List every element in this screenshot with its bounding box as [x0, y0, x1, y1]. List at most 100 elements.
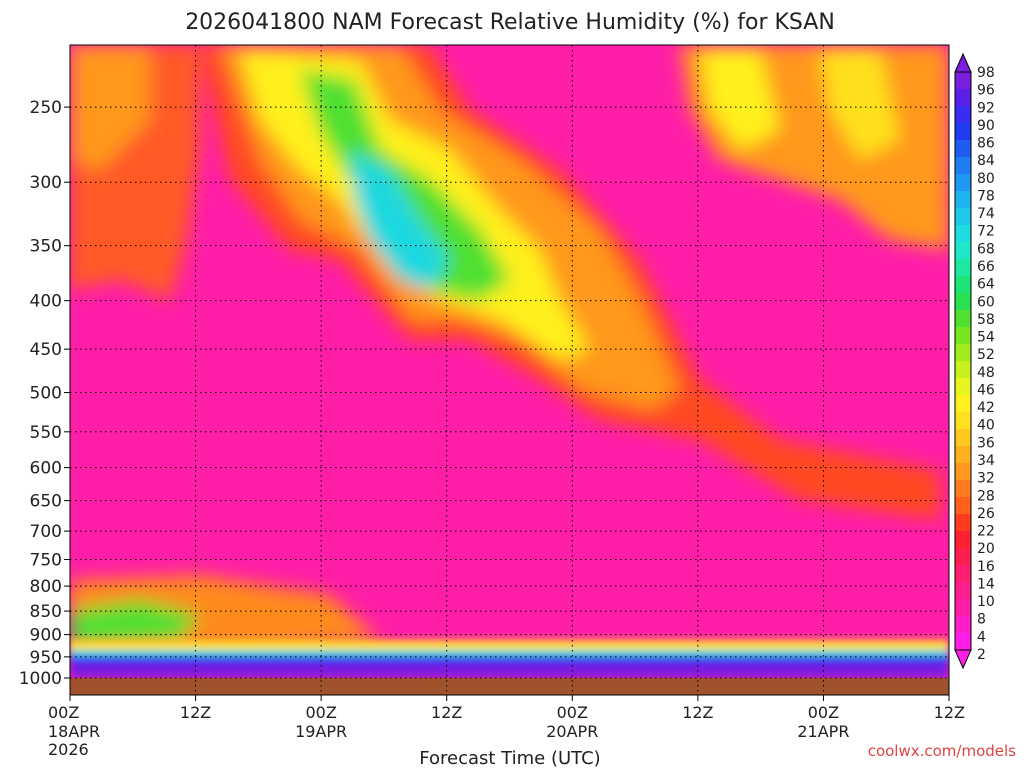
colorbar-swatch [955, 293, 971, 311]
colorbar-label: 36 [977, 435, 995, 451]
colorbar-label: 54 [977, 330, 995, 346]
y-tick-label: 950 [30, 648, 62, 668]
low-layer-green [70, 600, 200, 645]
colorbar-label: 40 [977, 418, 995, 434]
chart-title: 2026041800 NAM Forecast Relative Humidit… [185, 10, 835, 35]
colorbar-swatch [955, 225, 971, 243]
colorbar-label: 46 [977, 382, 995, 398]
colorbar-label: 86 [977, 136, 995, 152]
colorbar-label: 80 [977, 171, 995, 187]
colorbar-swatch [955, 463, 971, 481]
colorbar-swatch [955, 599, 971, 617]
colorbar-label: 34 [977, 453, 995, 469]
colorbar-label: 26 [977, 506, 995, 522]
colorbar-swatch [955, 446, 971, 464]
x-tick-hour: 00Z [305, 703, 336, 722]
x-tick-date: 20APR [546, 722, 598, 741]
y-tick-label: 850 [30, 602, 62, 622]
x-tick-hour: 12Z [431, 703, 462, 722]
dry-tongue-cyan [350, 150, 450, 290]
colorbar-bottom-arrow [954, 649, 972, 670]
surface-band-purple [70, 664, 949, 678]
colorbar-swatch [955, 123, 971, 141]
colorbar-swatch [955, 72, 971, 90]
x-tick-year: 2026 [48, 740, 89, 759]
colorbar-label: 20 [977, 541, 995, 557]
y-axis-ticks: 250 300 350 400 450 500 550 600 650 700 750 800 850 9… [19, 98, 70, 689]
colorbar-swatch [955, 208, 971, 226]
x-tick-hour: 12Z [934, 703, 965, 722]
x-tick-date: 19APR [295, 722, 347, 741]
colorbar-label: 72 [977, 224, 995, 240]
colorbar-label: 68 [977, 241, 995, 257]
colorbar-swatch [955, 259, 971, 277]
colorbar-swatch [955, 191, 971, 209]
colorbar-swatch [955, 531, 971, 549]
colorbar-swatch [955, 582, 971, 600]
y-tick-label: 600 [30, 459, 62, 479]
colorbar-swatch [955, 378, 971, 396]
colorbar-label: 14 [977, 576, 995, 592]
colorbar-swatch [955, 616, 971, 634]
y-tick-label: 450 [30, 340, 62, 360]
colorbar-swatch [955, 310, 971, 328]
x-tick-hour: 00Z [48, 703, 79, 722]
colorbar-label: 84 [977, 153, 995, 169]
y-tick-label: 1000 [19, 669, 62, 689]
credit-text: coolwx.com/models [867, 742, 1016, 760]
colorbar-label: 60 [977, 294, 995, 310]
colorbar-swatch [955, 157, 971, 175]
colorbar-swatch [955, 565, 971, 583]
colorbar-swatch [955, 429, 971, 447]
colorbar-swatch [955, 412, 971, 430]
colorbar-swatch [955, 497, 971, 515]
colorbar-swatch [955, 548, 971, 566]
colorbar-label: 74 [977, 206, 995, 222]
colorbar-swatch [955, 514, 971, 532]
colorbar-label: 92 [977, 100, 995, 116]
y-tick-label: 700 [30, 522, 62, 542]
colorbar-label: 8 [977, 612, 986, 628]
x-tick-hour: 12Z [682, 703, 713, 722]
colorbar-swatch [955, 140, 971, 158]
colorbar-swatch [955, 106, 971, 124]
colorbar-label: 2 [977, 647, 986, 663]
x-axis-label: Forecast Time (UTC) [419, 748, 600, 768]
colorbar-label: 98 [977, 65, 995, 81]
colorbar-swatch [955, 89, 971, 107]
colorbar-top-arrow [954, 52, 972, 73]
colorbar-label: 66 [977, 259, 995, 275]
colorbar-swatch [955, 327, 971, 345]
colorbar-label: 32 [977, 471, 995, 487]
colorbar-label: 96 [977, 83, 995, 99]
colorbar-label: 16 [977, 559, 995, 575]
colorbar-label: 90 [977, 118, 995, 134]
dry-tongue-green [300, 70, 510, 300]
grid-lines [70, 45, 949, 695]
colorbar-label: 4 [977, 629, 986, 645]
colorbar-swatch [955, 242, 971, 260]
y-tick-label: 550 [30, 423, 62, 443]
colorbar-swatch [955, 480, 971, 498]
y-tick-label: 250 [30, 98, 62, 118]
x-tick-hour: 00Z [557, 703, 588, 722]
y-tick-label: 400 [30, 292, 62, 312]
y-tick-label: 750 [30, 551, 62, 571]
colorbar-label: 52 [977, 347, 995, 363]
colorbar-swatch [955, 276, 971, 294]
colorbar-swatch [955, 344, 971, 362]
colorbar-label: 78 [977, 188, 995, 204]
ground [70, 678, 949, 695]
plot-frame [69, 44, 950, 696]
y-tick-label: 800 [30, 577, 62, 597]
colorbar-swatch [955, 395, 971, 413]
surface-band-cyan [70, 650, 949, 658]
colorbar-label: 10 [977, 594, 995, 610]
colorbar-label: 58 [977, 312, 995, 328]
x-tick-hour: 12Z [180, 703, 211, 722]
colorbar-label: 48 [977, 365, 995, 381]
colorbar-label: 64 [977, 277, 995, 293]
